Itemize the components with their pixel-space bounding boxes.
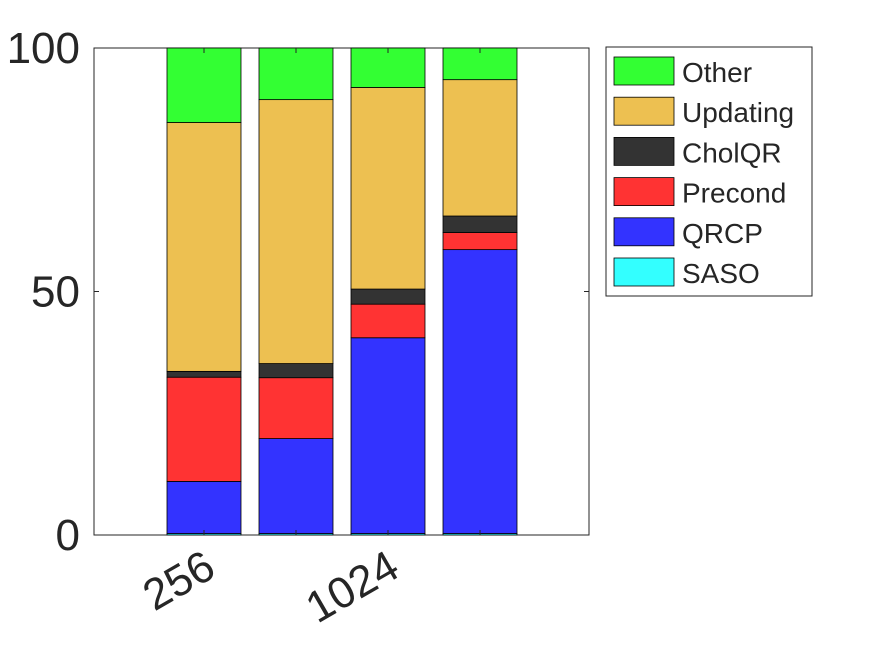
legend-swatch (613, 217, 675, 247)
y-axis: 0 50 100 (7, 24, 589, 560)
bar-segment-qrcp-3 (350, 337, 426, 534)
legend-item-cholqr[interactable]: CholQR (613, 136, 782, 168)
bar-segment-qrcp-2 (258, 438, 334, 534)
legend-label: CholQR (682, 137, 782, 168)
legend-item-saso[interactable]: SASO (613, 257, 760, 289)
legend-swatch (613, 56, 675, 86)
bar-segment-other-2 (258, 47, 334, 101)
bar-segment-updating-3 (350, 87, 426, 290)
bar-segment-updating-2 (258, 99, 334, 364)
legend-item-qrcp[interactable]: QRCP (613, 217, 763, 249)
bar-segment-cholqr-3 (350, 288, 426, 305)
bar-segment-updating-4 (442, 79, 518, 217)
legend-label: QRCP (682, 218, 763, 249)
legend-item-other[interactable]: Other (613, 56, 752, 88)
bar-segment-other-4 (442, 47, 518, 81)
bar-segment-other-3 (350, 47, 426, 88)
legend-swatch (613, 257, 675, 287)
bar-segment-qrcp-1 (166, 481, 242, 534)
y-tick-label: 50 (31, 268, 80, 317)
y-tick-label: 100 (7, 24, 80, 73)
legend-swatch (613, 177, 675, 207)
legend-item-updating[interactable]: Updating (613, 96, 794, 128)
bar-segment-cholqr-4 (442, 215, 518, 233)
bar-segment-other-1 (166, 47, 242, 123)
bar-segment-cholqr-1 (166, 370, 242, 378)
legend-box (605, 46, 813, 297)
x-tick-label: 256 (135, 541, 223, 620)
legend-label: Updating (682, 97, 794, 128)
legend-label: Other (682, 57, 752, 88)
legend[interactable]: Other Updating CholQR Precond QRCP SASO (605, 46, 813, 297)
y-tick-label: 0 (56, 511, 80, 560)
bar-segment-precond-4 (442, 232, 518, 251)
legend-item-precond[interactable]: Precond (613, 177, 786, 209)
x-tick-label: 1024 (298, 541, 407, 632)
bar-segment-qrcp-4 (442, 249, 518, 534)
bar-segment-updating-1 (166, 122, 242, 372)
legend-label: Precond (682, 178, 786, 209)
legend-swatch (613, 136, 675, 166)
bars (166, 47, 518, 536)
bar-segment-precond-1 (166, 376, 242, 482)
bar-segment-precond-3 (350, 303, 426, 339)
legend-label: SASO (682, 258, 760, 289)
bar-segment-cholqr-2 (258, 363, 334, 379)
legend-swatch (613, 96, 675, 126)
bar-segment-precond-2 (258, 377, 334, 439)
